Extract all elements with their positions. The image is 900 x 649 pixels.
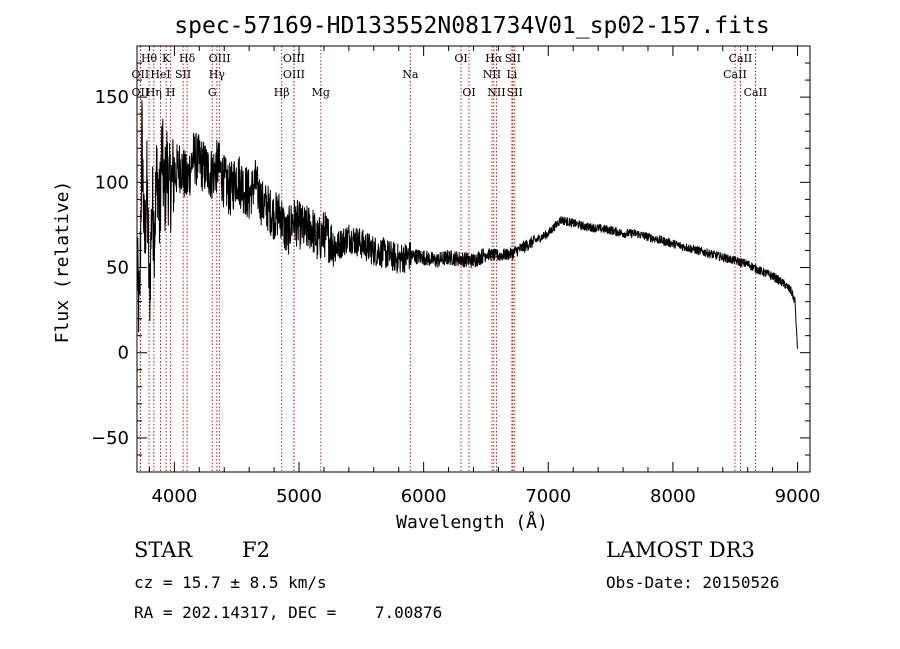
- y-tick-label: 0: [118, 343, 129, 364]
- x-axis-label: Wavelength (Å): [396, 511, 548, 533]
- spectral-line-markers: [139, 46, 756, 472]
- line-marker-label: CaII: [723, 68, 747, 81]
- line-marker-label: SII: [507, 86, 523, 99]
- x-tick-label: 8000: [650, 486, 696, 507]
- y-tick-label: 50: [106, 258, 129, 279]
- survey-name: LAMOST DR3: [606, 538, 755, 562]
- line-marker-label: Hα: [485, 52, 503, 65]
- x-axis: 4000 5000 6000 7000 8000 9000: [148, 46, 821, 507]
- redshift-readout: cz = 15.7 ± 8.5 km/s: [134, 573, 327, 592]
- x-tick-label: 7000: [525, 486, 571, 507]
- line-marker-label: OIII: [283, 52, 305, 65]
- y-tick-label: 150: [95, 87, 129, 108]
- spectrum-series-layer: [136, 99, 798, 349]
- line-marker-label: NII: [487, 86, 505, 99]
- line-marker-label: Li: [506, 68, 517, 81]
- chart-title: spec-57169-HD133552N081734V01_sp02-157.f…: [174, 13, 769, 39]
- observation-date: Obs-Date: 20150526: [606, 573, 780, 592]
- line-marker-label: Hη: [146, 86, 162, 99]
- y-axis: −50 0 50 100 150: [91, 62, 810, 456]
- y-tick-label: 100: [95, 172, 129, 193]
- x-tick-label: 5000: [276, 486, 322, 507]
- line-marker-label: HeI: [150, 68, 170, 81]
- object-subclass: F2: [242, 538, 270, 562]
- line-marker-label: OII: [132, 68, 150, 81]
- line-marker-label: OII: [132, 86, 150, 99]
- line-marker-label: CaII: [744, 86, 768, 99]
- line-marker-label: G: [208, 86, 217, 99]
- line-marker-label: Hθ: [141, 52, 158, 65]
- line-marker-label: OIII: [209, 52, 231, 65]
- line-marker-label: Hδ: [179, 52, 196, 65]
- line-marker-label: OI: [462, 86, 475, 99]
- y-axis-label: Flux (relative): [52, 181, 73, 344]
- coordinates-readout: RA = 202.14317, DEC = 7.00876: [134, 603, 443, 622]
- line-marker-label: Na: [402, 68, 419, 81]
- x-tick-label: 4000: [151, 486, 197, 507]
- y-tick-label: −50: [91, 428, 129, 449]
- line-marker-label: OIII: [283, 68, 305, 81]
- line-marker-label: K: [162, 52, 171, 65]
- line-marker-label: SII: [505, 52, 521, 65]
- line-marker-label: NII: [483, 68, 501, 81]
- x-tick-label: 6000: [401, 486, 447, 507]
- spectrum-line: [136, 99, 798, 349]
- line-marker-label: Hβ: [274, 86, 290, 99]
- line-marker-label: SII: [175, 68, 191, 81]
- line-marker-label: Hγ: [209, 68, 226, 81]
- line-marker-label: CaII: [729, 52, 753, 65]
- line-marker-label: Mg: [312, 86, 330, 99]
- line-marker-label: OI: [454, 52, 467, 65]
- object-class: STAR: [134, 538, 193, 562]
- line-marker-label: H: [166, 86, 176, 99]
- x-tick-label: 9000: [775, 486, 821, 507]
